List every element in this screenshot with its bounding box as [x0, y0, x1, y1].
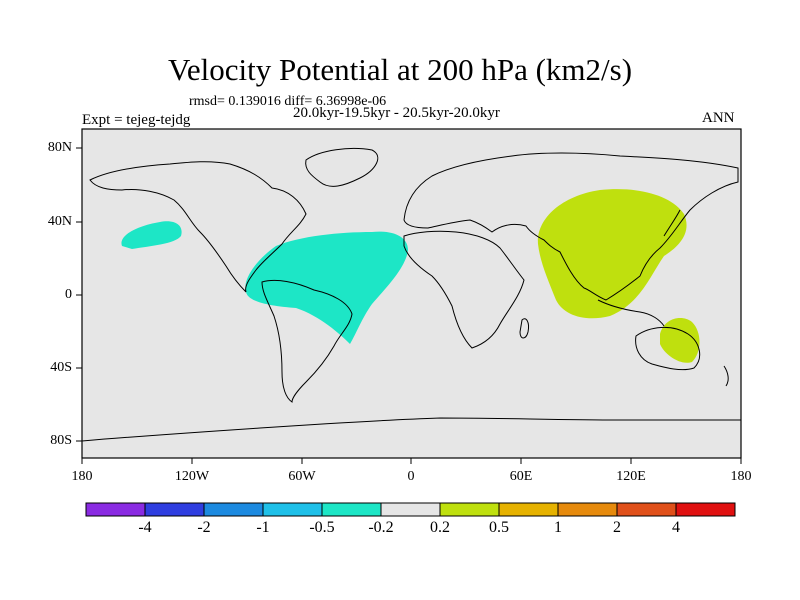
lat-label: 40S [50, 360, 72, 375]
colorbar-label: -2 [197, 519, 211, 536]
coastlines [81, 147, 741, 442]
colorbar-label: -1 [256, 519, 270, 536]
colorbar-swatch [321, 502, 382, 517]
lon-label: 120E [616, 469, 646, 484]
lat-label: 80S [50, 433, 72, 448]
stats-text: rmsd= 0.139016 diff= 6.36998e-06 [189, 94, 387, 109]
lat-label: 40N [47, 214, 72, 229]
lon-label: 120W [174, 469, 210, 484]
negative-region-north-pacific [121, 221, 182, 249]
colorbar [85, 502, 736, 517]
coast-new-zealand [723, 365, 729, 387]
lat-label: 80N [47, 140, 72, 155]
colorbar-label: 1 [554, 519, 562, 536]
coast-antarctica [81, 417, 741, 442]
colorbar-swatch [557, 502, 618, 517]
coast-greenland [305, 147, 379, 187]
positive-region-australia [660, 318, 700, 363]
coast-south-america [261, 279, 353, 403]
colorbar-swatch [675, 502, 736, 517]
coast-madagascar [519, 318, 529, 339]
axis-ticks [76, 147, 742, 464]
colorbar-label: 0.2 [430, 519, 450, 536]
season-label: ANN [702, 110, 735, 126]
experiment-label: Expt = tejeg-tejdg [82, 112, 191, 128]
colorbar-label: 4 [672, 519, 680, 536]
lon-label: 0 [407, 469, 415, 484]
lat-label: 0 [65, 287, 72, 302]
colorbar-swatch [380, 502, 441, 517]
lon-label: 180 [71, 469, 93, 484]
lon-label: 60W [288, 469, 316, 484]
negative-region-atlantic [245, 231, 408, 344]
colorbar-swatch [144, 502, 205, 517]
coast-eurasia [403, 152, 739, 301]
lon-label: 180 [730, 469, 752, 484]
colorbar-swatch [262, 502, 323, 517]
positive-region-asia [537, 189, 687, 319]
period-text: 20.0kyr-19.5kyr - 20.5kyr-20.0kyr [293, 105, 500, 121]
lon-label: 60E [509, 469, 533, 484]
plot-title: Velocity Potential at 200 hPa (km2/s) [167, 52, 633, 87]
coast-southeast-asia [597, 299, 665, 327]
colorbar-label: 2 [613, 519, 621, 536]
colorbar-label: -0.2 [368, 519, 394, 536]
coast-africa [403, 230, 525, 349]
colorbar-swatch [85, 502, 146, 517]
coast-australia [635, 327, 701, 371]
colorbar-label: -0.5 [309, 519, 335, 536]
colorbar-swatch [498, 502, 559, 517]
colorbar-label: -4 [138, 519, 152, 536]
map-background [82, 129, 741, 458]
colorbar-label: 0.5 [489, 519, 509, 536]
coast-japan [663, 209, 681, 237]
coast-north-america [89, 161, 307, 293]
colorbar-swatch [203, 502, 264, 517]
colorbar-swatch [616, 502, 677, 517]
colorbar-swatch [439, 502, 500, 517]
